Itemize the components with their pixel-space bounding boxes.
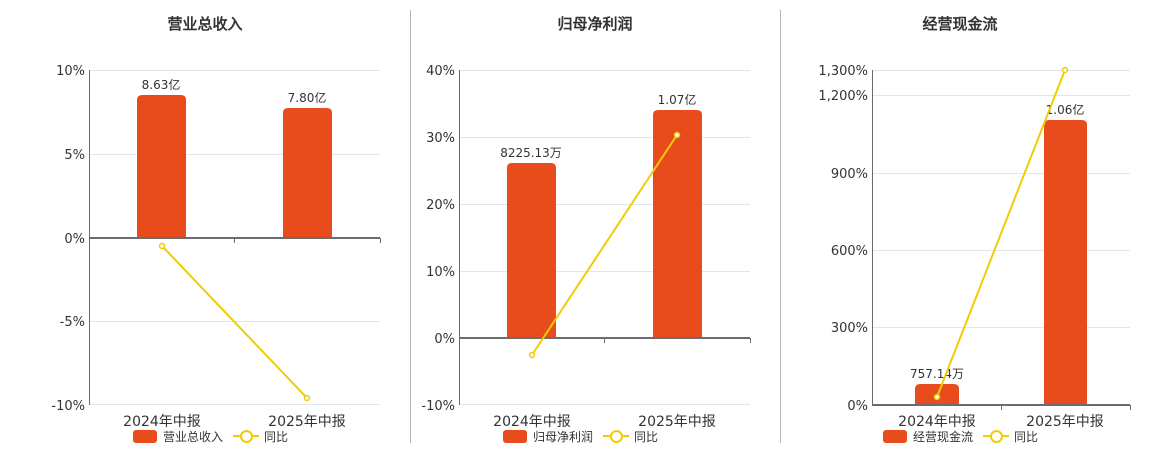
legend-line-icon[interactable] xyxy=(603,429,630,443)
yoy-point[interactable] xyxy=(1061,66,1069,74)
chart-panel-operating-cashflow: 经营现金流 1,300% 1,200% 900% 600% 300% 0% 75… xyxy=(780,0,1160,450)
chart-plot-area: 10% 5% 0% -5% -10% 8.63亿 7.80亿 2024年中报 2… xyxy=(51,64,381,430)
y-tick-label: 0% xyxy=(847,399,868,414)
chart-legend: 归母净利润 同比 xyxy=(503,427,658,445)
chart-legend: 经营现金流 同比 xyxy=(883,427,1038,445)
x-tick-label: 2024年中报 xyxy=(898,414,976,430)
yoy-line xyxy=(161,245,308,399)
chart-title: 营业总收入 xyxy=(167,15,243,33)
y-tick-label: -10% xyxy=(51,399,85,414)
legend-bar-label[interactable]: 经营现金流 xyxy=(913,429,974,444)
x-tick-label: 2025年中报 xyxy=(1026,414,1104,430)
y-tick-label: -5% xyxy=(60,315,85,330)
y-tick-label: 20% xyxy=(426,198,455,213)
bar-value-label: 1.06亿 xyxy=(1046,102,1085,117)
legend-bar-swatch[interactable] xyxy=(503,429,527,443)
y-tick-label: 1,200% xyxy=(818,89,868,104)
x-tick-label: 2025年中报 xyxy=(638,414,716,430)
bar-value-label: 8225.13万 xyxy=(500,146,562,160)
yoy-point[interactable] xyxy=(158,242,166,250)
bar-2024[interactable] xyxy=(507,163,556,338)
bar-2025[interactable] xyxy=(1044,120,1087,405)
yoy-point[interactable] xyxy=(673,131,681,139)
y-tick-label: 0% xyxy=(434,332,455,347)
chart-title: 归母净利润 xyxy=(557,15,633,33)
x-tick-label: 2024年中报 xyxy=(493,414,571,430)
chart-plot-area: 1,300% 1,200% 900% 600% 300% 0% 757.14万 … xyxy=(818,64,1131,430)
y-tick-label: 300% xyxy=(831,321,868,336)
chart-title: 经营现金流 xyxy=(922,15,998,33)
legend-line-label[interactable]: 同比 xyxy=(634,429,659,444)
chart-panel-revenue: 营业总收入 10% 5% 0% -5% -10% 8.63亿 7.80亿 xyxy=(0,0,410,450)
y-tick-label: 40% xyxy=(426,64,455,79)
chart-plot-area: 40% 30% 20% 10% 0% -10% 8225.13万 1.07亿 2… xyxy=(421,64,751,430)
bar-2025[interactable] xyxy=(653,110,702,338)
legend-bar-swatch[interactable] xyxy=(883,429,907,443)
legend-bar-swatch[interactable] xyxy=(133,429,157,443)
legend-line-icon[interactable] xyxy=(983,429,1010,443)
bar-2024[interactable] xyxy=(137,95,186,238)
legend-line-icon[interactable] xyxy=(233,429,260,443)
yoy-point[interactable] xyxy=(303,394,311,402)
legend-bar-label[interactable]: 归母净利润 xyxy=(533,429,594,444)
legend-bar-label[interactable]: 营业总收入 xyxy=(163,429,224,444)
yoy-point[interactable] xyxy=(528,351,536,359)
y-tick-label: 600% xyxy=(831,244,868,259)
y-tick-label: -10% xyxy=(421,399,455,414)
y-tick-label: 30% xyxy=(426,131,455,146)
yoy-line xyxy=(936,69,1066,398)
x-tick-label: 2025年中报 xyxy=(268,414,346,430)
y-tick-label: 1,300% xyxy=(818,64,868,79)
y-tick-label: 10% xyxy=(426,265,455,280)
y-tick-label: 5% xyxy=(64,148,85,163)
bar-value-label: 757.14万 xyxy=(910,367,964,381)
bar-value-label: 7.80亿 xyxy=(288,90,327,105)
bar-value-label: 8.63亿 xyxy=(142,77,181,92)
chart-panel-net-profit: 归母净利润 40% 30% 20% 10% 0% -10% 8225.13万 1… xyxy=(410,0,780,450)
y-tick-label: 10% xyxy=(56,64,85,79)
bar-value-label: 1.07亿 xyxy=(658,92,697,107)
panel-divider xyxy=(410,10,411,443)
chart-legend: 营业总收入 同比 xyxy=(133,427,288,445)
bar-2025[interactable] xyxy=(283,108,332,238)
legend-line-label[interactable]: 同比 xyxy=(1014,429,1039,444)
x-tick-label: 2024年中报 xyxy=(123,414,201,430)
yoy-point[interactable] xyxy=(933,393,941,401)
y-tick-label: 900% xyxy=(831,167,868,182)
y-tick-label: 0% xyxy=(64,232,85,247)
yoy-line xyxy=(531,134,678,356)
legend-line-label[interactable]: 同比 xyxy=(264,429,289,444)
panel-divider xyxy=(780,10,781,443)
